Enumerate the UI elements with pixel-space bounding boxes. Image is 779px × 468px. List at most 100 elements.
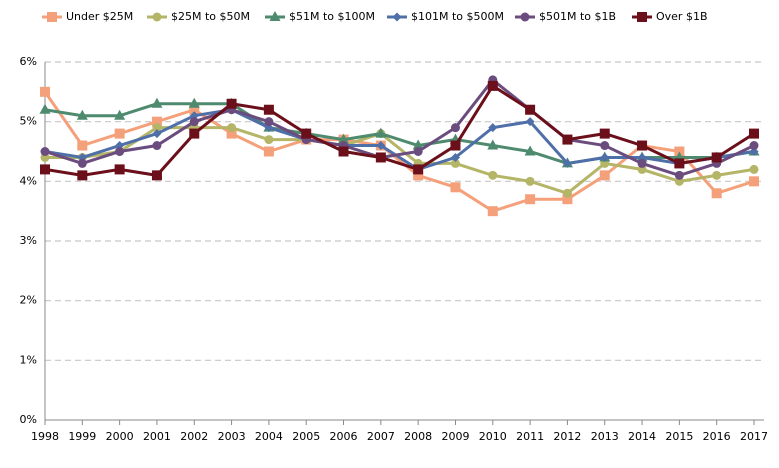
y-tick-label: 1% xyxy=(20,353,37,366)
data-point xyxy=(749,141,759,151)
legend-marker xyxy=(392,12,402,22)
data-point xyxy=(450,123,460,133)
data-point xyxy=(562,158,572,168)
data-point xyxy=(450,158,460,168)
data-point xyxy=(600,141,610,151)
y-tick-label: 4% xyxy=(20,174,37,187)
data-point xyxy=(151,97,163,108)
data-point xyxy=(76,109,88,120)
x-tick-label: 2003 xyxy=(218,430,246,443)
data-point xyxy=(600,152,610,162)
x-tick-label: 1999 xyxy=(68,430,96,443)
x-tick-label: 2001 xyxy=(143,430,171,443)
x-tick-label: 2006 xyxy=(330,430,358,443)
x-tick-label: 2013 xyxy=(591,430,619,443)
data-point xyxy=(488,170,498,180)
data-point xyxy=(413,170,424,181)
data-point xyxy=(674,158,685,169)
data-point xyxy=(375,127,387,138)
data-point xyxy=(189,128,200,139)
legend-marker xyxy=(47,12,57,22)
data-point xyxy=(264,117,274,127)
data-point xyxy=(599,128,610,139)
data-point xyxy=(263,146,274,157)
x-tick-label: 2015 xyxy=(665,430,693,443)
x-tick-label: 2009 xyxy=(441,430,469,443)
data-point xyxy=(524,145,536,156)
data-point xyxy=(40,147,50,156)
data-point xyxy=(338,133,350,144)
data-point xyxy=(227,123,237,133)
legend-label: $25M to $50M xyxy=(171,10,250,23)
series-line xyxy=(44,83,755,177)
data-point xyxy=(189,117,199,127)
series-line xyxy=(44,108,755,172)
data-point xyxy=(226,128,237,139)
data-point xyxy=(188,97,200,108)
data-point xyxy=(301,128,312,139)
data-point xyxy=(263,104,274,115)
y-tick-label: 0% xyxy=(20,413,37,426)
series-line xyxy=(44,77,755,177)
data-point xyxy=(525,194,536,205)
x-tick-label: 2014 xyxy=(628,430,656,443)
x-tick-label: 2007 xyxy=(367,430,395,443)
data-point xyxy=(151,170,162,181)
data-point xyxy=(488,123,498,133)
data-point xyxy=(562,194,573,205)
data-point xyxy=(749,164,759,174)
data-point xyxy=(226,98,237,109)
x-tick-label: 2012 xyxy=(553,430,581,443)
data-point xyxy=(413,147,423,156)
legend-label: $501M to $1B xyxy=(539,10,616,23)
data-point xyxy=(114,109,126,120)
x-tick-label: 2017 xyxy=(740,430,768,443)
data-point xyxy=(40,164,50,175)
data-point xyxy=(637,158,647,168)
data-point xyxy=(450,140,461,151)
data-point xyxy=(749,176,759,187)
data-point xyxy=(525,176,535,186)
y-tick-label: 6% xyxy=(20,55,37,68)
series-line xyxy=(43,90,755,213)
data-point xyxy=(412,139,424,150)
data-point xyxy=(674,170,684,180)
data-point xyxy=(114,128,125,139)
data-point xyxy=(40,86,50,97)
legend-marker xyxy=(637,12,647,22)
legend-label: $51M to $100M xyxy=(289,10,375,23)
data-point xyxy=(151,116,162,127)
y-tick-label: 3% xyxy=(20,234,37,247)
data-point xyxy=(711,152,722,163)
x-tick-label: 2000 xyxy=(106,430,134,443)
data-point xyxy=(525,104,536,115)
data-point xyxy=(450,152,460,162)
x-tick-label: 2002 xyxy=(180,430,208,443)
legend-marker xyxy=(269,11,281,21)
y-tick-label: 5% xyxy=(20,115,37,128)
x-tick-label: 2016 xyxy=(703,430,731,443)
x-tick-label: 2005 xyxy=(292,430,320,443)
data-point xyxy=(487,80,498,91)
series-line xyxy=(45,126,755,195)
legend-label: $101M to $500M xyxy=(411,10,504,23)
data-point xyxy=(413,164,424,175)
data-point xyxy=(375,152,386,163)
data-point xyxy=(77,140,88,151)
legend-label: Under $25M xyxy=(66,10,133,23)
x-tick-label: 2008 xyxy=(404,430,432,443)
x-tick-label: 2004 xyxy=(255,430,283,443)
data-point xyxy=(39,103,51,114)
data-point xyxy=(338,146,349,157)
data-point xyxy=(637,140,648,151)
data-point xyxy=(376,141,386,151)
data-point xyxy=(450,182,461,193)
legend-label: Over $1B xyxy=(656,10,708,23)
data-point xyxy=(562,134,573,145)
data-point xyxy=(712,170,722,180)
data-point xyxy=(77,158,87,168)
data-point xyxy=(152,129,162,139)
y-tick-label: 2% xyxy=(20,294,37,307)
x-tick-label: 2011 xyxy=(516,430,544,443)
